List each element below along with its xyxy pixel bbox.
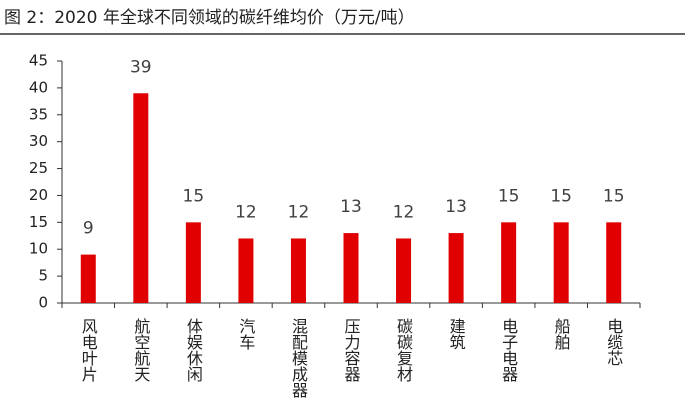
y-tick-label: 25 (29, 159, 48, 177)
value-label: 12 (393, 202, 415, 222)
x-tick-label: 体娱休闲 (184, 318, 203, 383)
x-tick-label: 压力容器 (342, 318, 361, 382)
value-label: 15 (550, 186, 572, 206)
bar (501, 222, 517, 303)
x-tick-label: 混配模成器 (289, 318, 308, 398)
bar (448, 233, 464, 303)
value-label: 12 (235, 202, 257, 222)
x-tick-label: 风电叶片 (79, 318, 98, 382)
bar (238, 238, 254, 303)
value-label: 15 (603, 186, 625, 206)
x-tick-label: 碳碳复材 (394, 318, 413, 382)
y-tick-label: 0 (38, 294, 48, 312)
y-tick-label: 20 (29, 186, 48, 204)
bar (343, 233, 359, 303)
y-tick-label: 10 (29, 240, 48, 258)
chart-title: 图 2：2020 年全球不同领域的碳纤维均价（万元/吨） (4, 8, 415, 28)
x-tick-label: 电子电器 (499, 318, 518, 382)
x-tick-label: 航空航天 (131, 318, 150, 382)
value-label: 13 (445, 197, 467, 217)
bar (396, 238, 412, 303)
x-tick-label: 船舶 (552, 318, 571, 351)
value-label: 12 (288, 202, 310, 222)
bar (80, 254, 96, 303)
y-tick-label: 45 (29, 52, 48, 70)
y-tick-label: 35 (29, 105, 48, 123)
bar (553, 222, 569, 303)
bar (606, 222, 622, 303)
x-tick-label: 建筑 (447, 318, 466, 350)
bar (290, 238, 306, 303)
bar (185, 222, 201, 303)
value-label: 13 (340, 197, 362, 217)
bar (133, 93, 149, 304)
y-tick-label: 40 (29, 78, 48, 96)
x-tick-label: 汽车 (236, 318, 255, 350)
value-label: 15 (183, 186, 205, 206)
y-tick-label: 15 (29, 213, 48, 231)
value-label: 39 (130, 57, 152, 77)
value-label: 15 (498, 186, 520, 206)
y-tick-label: 5 (38, 267, 48, 285)
value-label: 9 (83, 219, 94, 239)
y-tick-label: 30 (29, 132, 48, 150)
x-tick-label: 电缆芯 (604, 318, 623, 366)
